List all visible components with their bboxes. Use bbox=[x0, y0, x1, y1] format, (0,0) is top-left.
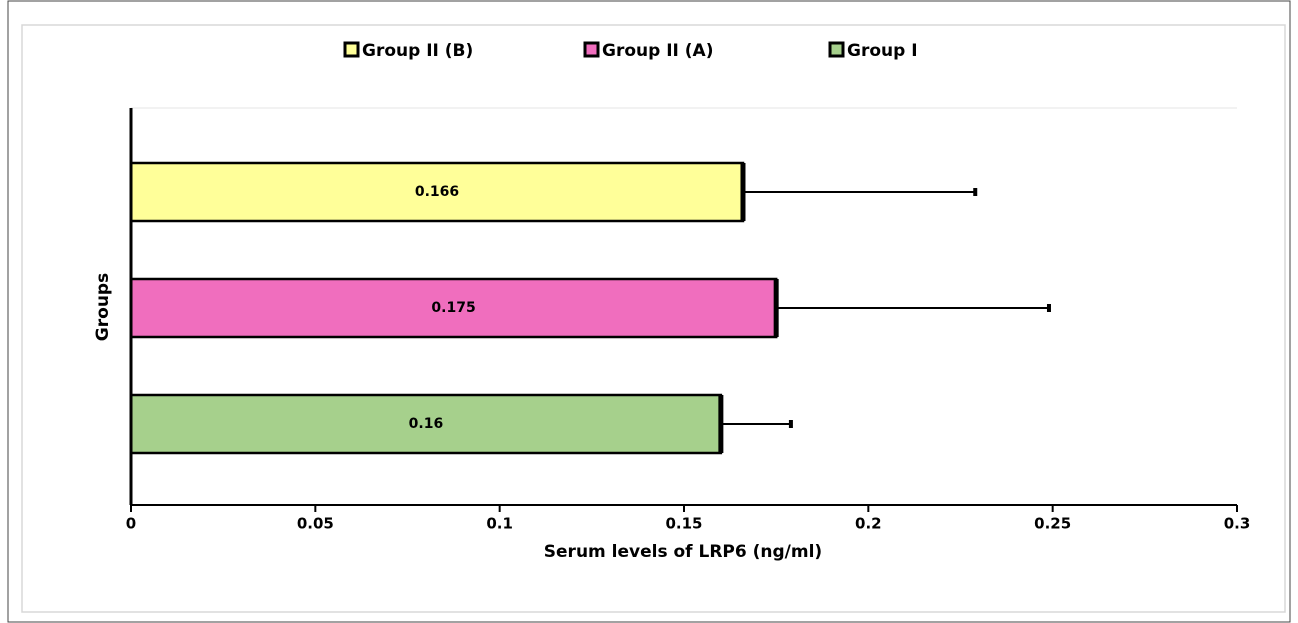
legend-swatch bbox=[583, 41, 600, 58]
legend-label: Group II (A) bbox=[602, 41, 713, 61]
data-label: 0.166 bbox=[415, 184, 459, 200]
bar bbox=[129, 277, 778, 339]
x-tick-label: 0.25 bbox=[1034, 515, 1071, 533]
legend-label: Group II (B) bbox=[362, 41, 473, 61]
legend-swatch bbox=[343, 41, 360, 58]
x-tick-label: 0.1 bbox=[486, 515, 513, 533]
data-label: 0.175 bbox=[431, 300, 475, 316]
legend-swatch bbox=[828, 41, 845, 58]
x-tick-label: 0.15 bbox=[665, 515, 702, 533]
data-label: 0.16 bbox=[409, 416, 444, 432]
x-axis-label: Serum levels of LRP6 (ng/ml) bbox=[544, 542, 822, 562]
legend-label: Group I bbox=[847, 41, 918, 61]
x-tick-label: 0 bbox=[126, 515, 136, 533]
x-tick-label: 0.2 bbox=[855, 515, 882, 533]
y-axis-label: Groups bbox=[93, 273, 113, 341]
x-tick-label: 0.05 bbox=[297, 515, 334, 533]
x-tick-label: 0.3 bbox=[1224, 515, 1251, 533]
